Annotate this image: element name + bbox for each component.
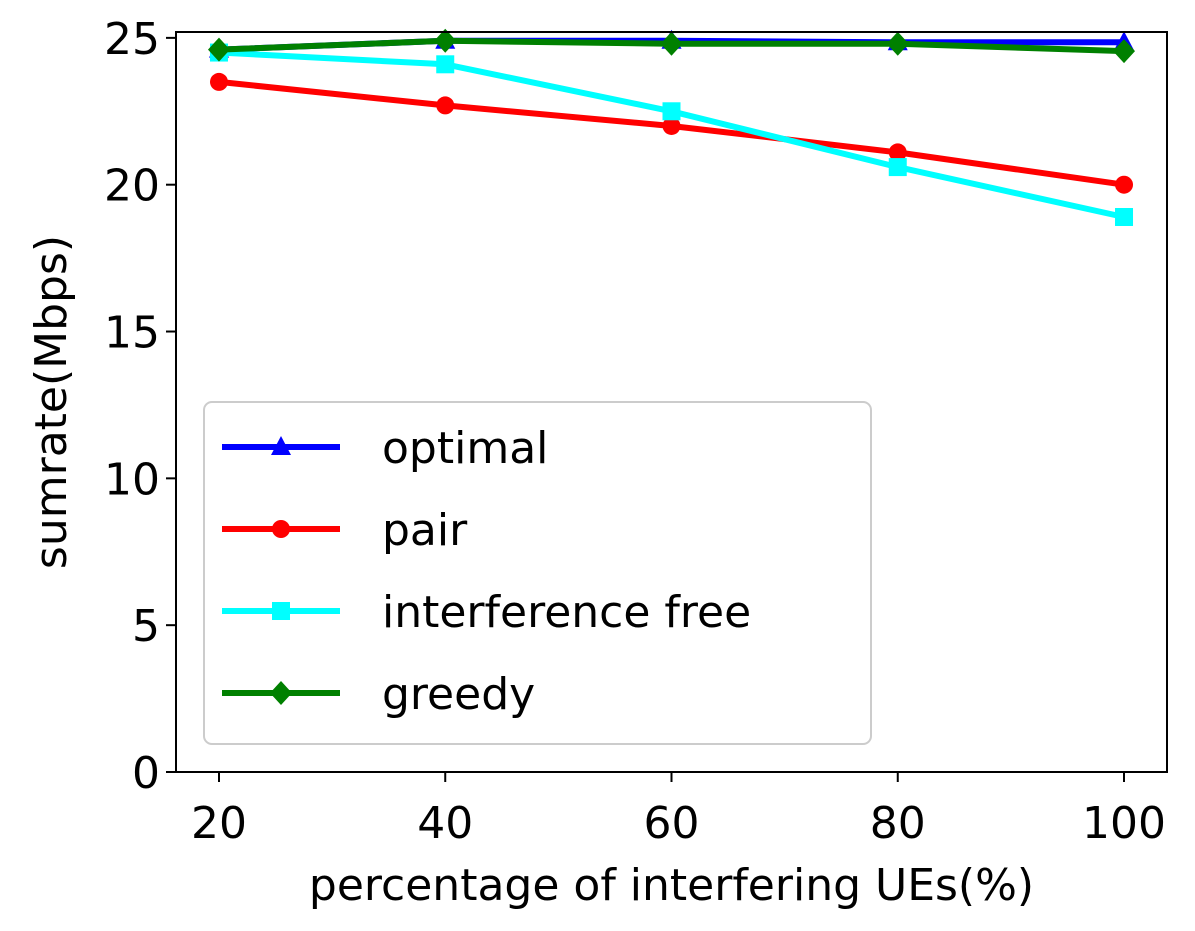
data-point-interference-free — [1115, 208, 1134, 226]
axis-ticks: 20 40 60 80 100 0 5 10 15 20 25 — [104, 14, 1166, 849]
data-point-greedy — [1113, 39, 1136, 64]
data-point-pair — [436, 96, 455, 115]
legend-marker-interference-free — [272, 602, 290, 620]
legend-marker-pair — [272, 520, 290, 538]
x-tick-label: 40 — [417, 798, 473, 849]
legend-marker-greedy — [270, 681, 292, 705]
x-axis-label: percentage of interfering UEs(%) — [309, 860, 1034, 911]
legend-label-greedy: greedy — [382, 669, 535, 720]
data-point-greedy — [886, 31, 909, 56]
series-pair — [209, 72, 1134, 194]
legend-label-optimal: optimal — [382, 423, 548, 474]
data-point-interference-free — [888, 158, 907, 177]
legend-marker-optimal — [271, 436, 291, 455]
legend-label-pair: pair — [382, 505, 468, 556]
y-tick-label: 15 — [104, 308, 160, 359]
legend: optimal pair interference free greedy — [203, 401, 872, 745]
series-greedy — [207, 28, 1136, 64]
data-point-interference-free — [436, 55, 455, 74]
data-point-interference-free — [662, 102, 681, 121]
y-tick-label: 5 — [132, 601, 160, 652]
y-tick-label: 20 — [104, 161, 160, 212]
data-point-greedy — [434, 28, 457, 53]
x-tick-label: 20 — [191, 798, 247, 849]
legend-item-greedy: greedy — [222, 669, 535, 720]
y-tick-label: 25 — [104, 14, 160, 65]
x-tick-label: 60 — [644, 798, 700, 849]
legend-item-optimal: optimal — [222, 423, 548, 474]
y-axis-label: sumrate(Mbps) — [26, 235, 77, 569]
legend-label-interference-free: interference free — [382, 587, 751, 638]
data-point-pair — [209, 72, 228, 91]
plot-area-frame — [175, 31, 1168, 773]
data-point-pair — [662, 116, 681, 135]
legend-item-interference-free: interference free — [222, 587, 751, 638]
x-tick-label: 100 — [1082, 798, 1166, 849]
x-tick-label: 80 — [870, 798, 926, 849]
data-point-greedy — [207, 37, 230, 62]
y-tick-label: 10 — [104, 454, 160, 505]
y-tick-label: 0 — [132, 748, 160, 799]
legend-box — [203, 401, 872, 745]
data-point-pair — [888, 143, 907, 162]
legend-item-pair: pair — [222, 505, 468, 556]
plot-series — [207, 28, 1136, 226]
data-point-greedy — [660, 31, 683, 56]
data-point-pair — [1115, 175, 1134, 194]
